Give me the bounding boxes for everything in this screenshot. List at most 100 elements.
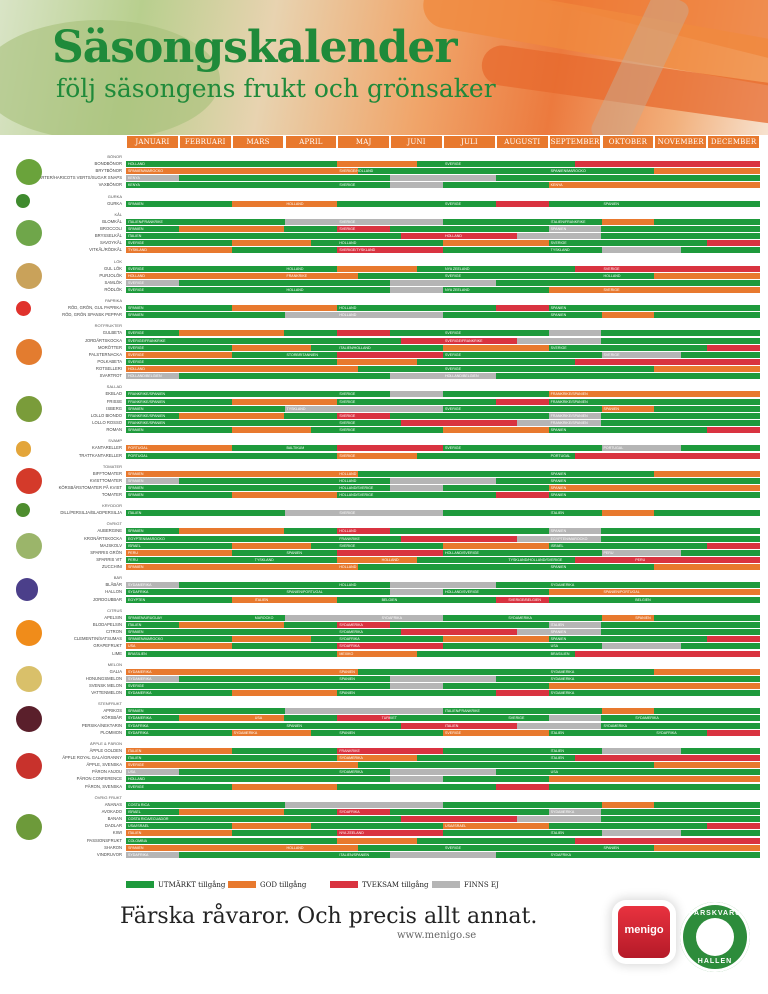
availability-bar: KENYA SVERIGE KENYA: [126, 182, 760, 189]
availability-segment: [601, 218, 655, 225]
produce-illustration: [16, 752, 42, 779]
availability-bar: USA SYDAMERIKA USA: [126, 769, 760, 776]
origin-note: HOLLAND/BELGIEN: [128, 374, 162, 379]
produce-row: ZUCCHINI SPANIEN HOLLAND SPANIEN: [0, 564, 768, 571]
origin-note: FRANKRIKE: [339, 748, 360, 753]
produce-illustration: [16, 301, 32, 317]
farskvaruhallen-badge: FÄRSKVARU HALLEN: [680, 902, 750, 972]
availability-bar: COSTA RICA/ECUADOR: [126, 816, 760, 823]
month-12: DECEMBER: [708, 136, 759, 148]
availability-segment: [548, 621, 602, 628]
availability-segment: [390, 477, 496, 484]
availability-segment: [337, 837, 417, 844]
origin-note: ITALIEN: [254, 597, 269, 602]
origin-note: SYDAMERIKA: [550, 691, 575, 696]
origin-note: SPANIEN: [550, 630, 567, 635]
availability-segment: [337, 528, 391, 535]
availability-segment: [231, 823, 311, 830]
availability-segment: [601, 830, 681, 837]
origin-note: SVERIGE: [128, 331, 144, 336]
availability-segment: [548, 286, 760, 293]
produce-label: CLEMENTIN/SATSUMAS: [73, 636, 122, 642]
origin-note: SYDAFRIKA: [381, 615, 402, 620]
availability-segment: [390, 175, 496, 182]
origin-note: EGYPTEN: [128, 597, 146, 602]
availability-segment: [516, 816, 602, 823]
availability-segment: [231, 200, 338, 207]
availability-segment: [126, 582, 179, 589]
origin-note: FRANKRIKE/SPANIEN: [550, 413, 588, 418]
produce-row: MAJSKOLV ISRAEL SVERIGE ISRAEL: [0, 542, 768, 550]
availability-segment: [575, 359, 760, 365]
availability-segment: [390, 182, 443, 189]
availability-segment: [337, 445, 443, 452]
availability-segment: [601, 643, 681, 650]
produce-label: VAXBÖNOR: [98, 182, 122, 188]
origin-note: ITALIEN: [550, 756, 564, 760]
origin-note: ITALIEN/SPANIEN: [339, 852, 370, 857]
origin-note: ITALIEN: [128, 748, 142, 753]
availability-bar: ISRAEL SVERIGE ISRAEL: [126, 542, 760, 549]
produce-label: BLÅBÄR: [105, 582, 122, 588]
origin-note: SVERIGE: [128, 360, 144, 364]
produce-label: SAMLÖK: [104, 279, 122, 285]
origin-note: MEXIKO: [339, 651, 354, 656]
produce-label: TRATTKANTARELLER: [78, 452, 122, 458]
availability-bar: USA/ISRAEL USA/ISRAEL: [126, 823, 760, 830]
season-grid: BÖNOR BONDBÖNOR HOLLAND SVERIGE BRYTBÖNOR SPA…: [0, 150, 768, 880]
origin-note: HOLLAND: [286, 266, 304, 271]
produce-row: SAMLÖK SVERIGE: [0, 279, 768, 287]
origin-note: SPANIEN/MAROCKO: [128, 637, 164, 642]
availability-segment: [601, 614, 655, 621]
origin-note: HOLLAND: [339, 241, 357, 246]
origin-note: EGYPTEN/MAROCKO: [128, 536, 165, 541]
badge-center: [696, 918, 734, 956]
origin-note: SPANIEN/URUGUAY: [128, 615, 163, 620]
availability-bar: TYSKLAND SVERIGE/TYSKLAND TYSKLAND: [126, 247, 760, 254]
availability-bar: HOLLAND/BELGIEN HOLLAND/BELGIEN: [126, 373, 760, 380]
produce-label: BANAN: [107, 816, 122, 822]
origin-note: SYDAMERIKA: [339, 630, 363, 635]
origin-note: SVERIGE: [128, 352, 144, 357]
availability-segment: [516, 337, 602, 344]
origin-note: SVERIGE: [445, 352, 461, 357]
availability-segment: [495, 596, 549, 603]
availability-segment: [707, 636, 760, 643]
produce-label: PÄRON, SVENSKA: [84, 783, 122, 789]
produce-label: PLOMMON: [100, 729, 122, 735]
origin-note: SPANIEN: [128, 428, 144, 433]
availability-bar: SVERIGE: [126, 783, 760, 790]
origin-note: TYSKLAND/HOLLAND/SVERIGE: [508, 558, 563, 562]
availability-segment: [126, 373, 179, 380]
availability-segment: [284, 218, 443, 225]
origin-note: USA/ISRAEL: [128, 824, 150, 829]
availability-segment: [231, 690, 338, 697]
origin-note: SPANIEN: [550, 306, 567, 311]
availability-segment: [337, 747, 443, 754]
produce-row: KANTARELLER PORTUGAL BALTIKUM SVERIGE PORTUG…: [0, 445, 768, 452]
origin-note: SPANIEN/MAROCKO: [128, 169, 164, 174]
origin-note: HOLLAND: [339, 529, 357, 534]
produce-illustration: [16, 533, 42, 560]
origin-note: SYDAMERIKA: [233, 730, 258, 735]
origin-note: COLOMBIA: [128, 838, 147, 843]
availability-segment: [400, 337, 517, 344]
availability-segment: [126, 675, 179, 682]
produce-row: RÖD, GRÖN, GUL PAPRIKA SPANIEN HOLLAND SPAN…: [0, 305, 768, 312]
produce-row: LOLLO ROSSO FRANKRIKE/SPANIEN SVERIGE FRANK…: [0, 420, 768, 427]
availability-bar: SVERIGE: [126, 682, 760, 689]
produce-label: MORÖTTER: [98, 344, 122, 350]
availability-segment: [178, 330, 285, 337]
produce-row: JORDÄRTSKOCKA SVERIGE/FRANKRIKE SVERIGE/FR…: [0, 337, 768, 345]
availability-segment: [337, 650, 417, 657]
origin-note: SVERIGE: [128, 683, 144, 688]
section-heading: CITRUS: [107, 607, 122, 613]
availability-bar: HOLLAND: [126, 776, 760, 783]
website-url[interactable]: www.menigo.se: [397, 930, 477, 941]
origin-note: SPANIEN: [550, 485, 567, 490]
origin-note: SYDAFRIKA: [550, 852, 572, 857]
origin-note: SVERIGE: [603, 266, 620, 271]
availability-bar: FRANKRIKE/SPANIEN SVERIGE FRANKRIKE/SPANIE…: [126, 420, 760, 427]
produce-row: PERSIKA/NEKTARIN SYDAFRIKA SPANIEN ITALIEN S…: [0, 722, 768, 730]
availability-segment: [126, 247, 232, 254]
